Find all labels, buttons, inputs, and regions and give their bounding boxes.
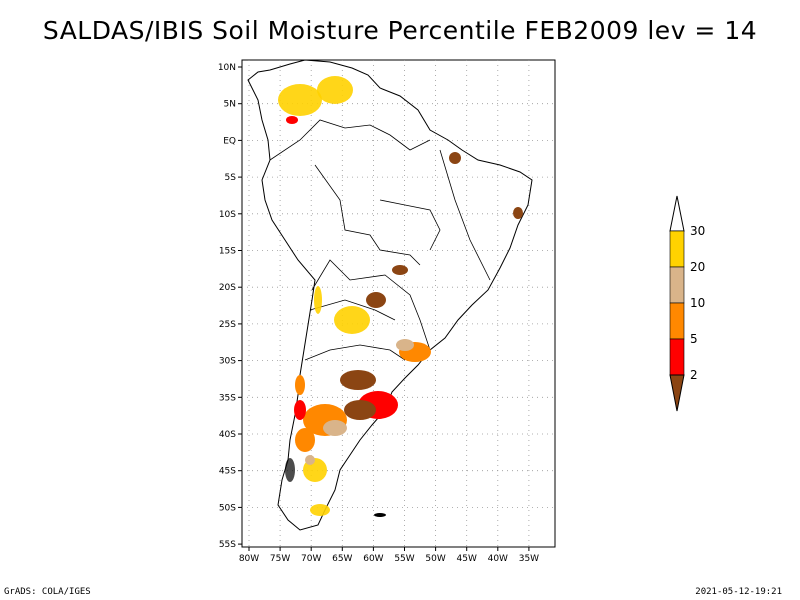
footer-timestamp: 2021-05-12-19:21 bbox=[695, 587, 782, 597]
legend-swatch bbox=[669, 266, 685, 304]
gridlines bbox=[242, 60, 555, 547]
lon-tick-label: 60W bbox=[363, 554, 383, 564]
legend-lower-arrow bbox=[669, 374, 685, 412]
lon-tick-label: 40W bbox=[488, 554, 508, 564]
legend-tick-label: 20 bbox=[690, 260, 705, 274]
lon-tick-label: 50W bbox=[425, 554, 445, 564]
lat-tick-label: 50S bbox=[219, 503, 236, 513]
legend-swatch bbox=[669, 230, 685, 268]
lat-tick-label: 35S bbox=[219, 393, 236, 403]
lat-tick-label: 45S bbox=[219, 467, 236, 477]
moisture-shading bbox=[278, 76, 523, 517]
legend-tick-label: 5 bbox=[690, 332, 698, 346]
lat-tick-label: 15S bbox=[219, 247, 236, 257]
legend-tick-label: 10 bbox=[690, 296, 705, 310]
lon-tick-label: 80W bbox=[239, 554, 259, 564]
lon-tick-label: 35W bbox=[519, 554, 539, 564]
lat-tick-label: 30S bbox=[219, 357, 236, 367]
map-title: SALDAS/IBIS Soil Moisture Percentile FEB… bbox=[42, 16, 758, 45]
lat-tick-label: 25S bbox=[219, 320, 236, 330]
lat-tick-label: 40S bbox=[219, 430, 236, 440]
footer-credit: GrADS: COLA/IGES bbox=[4, 587, 91, 597]
colorbar-legend: 30 20 10 5 2 bbox=[669, 195, 705, 412]
lat-tick-label: 5S bbox=[225, 173, 237, 183]
lon-tick-label: 70W bbox=[301, 554, 321, 564]
legend-tick-label: 30 bbox=[690, 224, 705, 238]
lat-tick-label: 55S bbox=[219, 540, 236, 550]
lat-tick-label: 5N bbox=[224, 100, 236, 110]
plot-frame bbox=[241, 59, 556, 548]
longitude-labels: 80W 75W 70W 65W 60W 55W 50W 45W 40W 35W bbox=[239, 547, 539, 564]
legend-swatch bbox=[669, 338, 685, 376]
lon-tick-label: 45W bbox=[457, 554, 477, 564]
lon-tick-label: 55W bbox=[394, 554, 414, 564]
lon-tick-label: 75W bbox=[270, 554, 290, 564]
lat-tick-label: 20S bbox=[219, 283, 236, 293]
lat-tick-label: EQ bbox=[223, 136, 236, 146]
legend-upper-arrow bbox=[669, 195, 685, 232]
legend-tick-label: 2 bbox=[690, 368, 698, 382]
latitude-labels: 10N 5N EQ 5S 10S 15S 20S 25S 30S 35S 40S 45S 50S 55S bbox=[218, 63, 242, 550]
lat-tick-label: 10S bbox=[219, 210, 236, 220]
lat-tick-label: 10N bbox=[218, 63, 236, 73]
country-borders bbox=[269, 119, 491, 361]
legend-swatch bbox=[669, 302, 685, 340]
lon-tick-label: 65W bbox=[332, 554, 352, 564]
